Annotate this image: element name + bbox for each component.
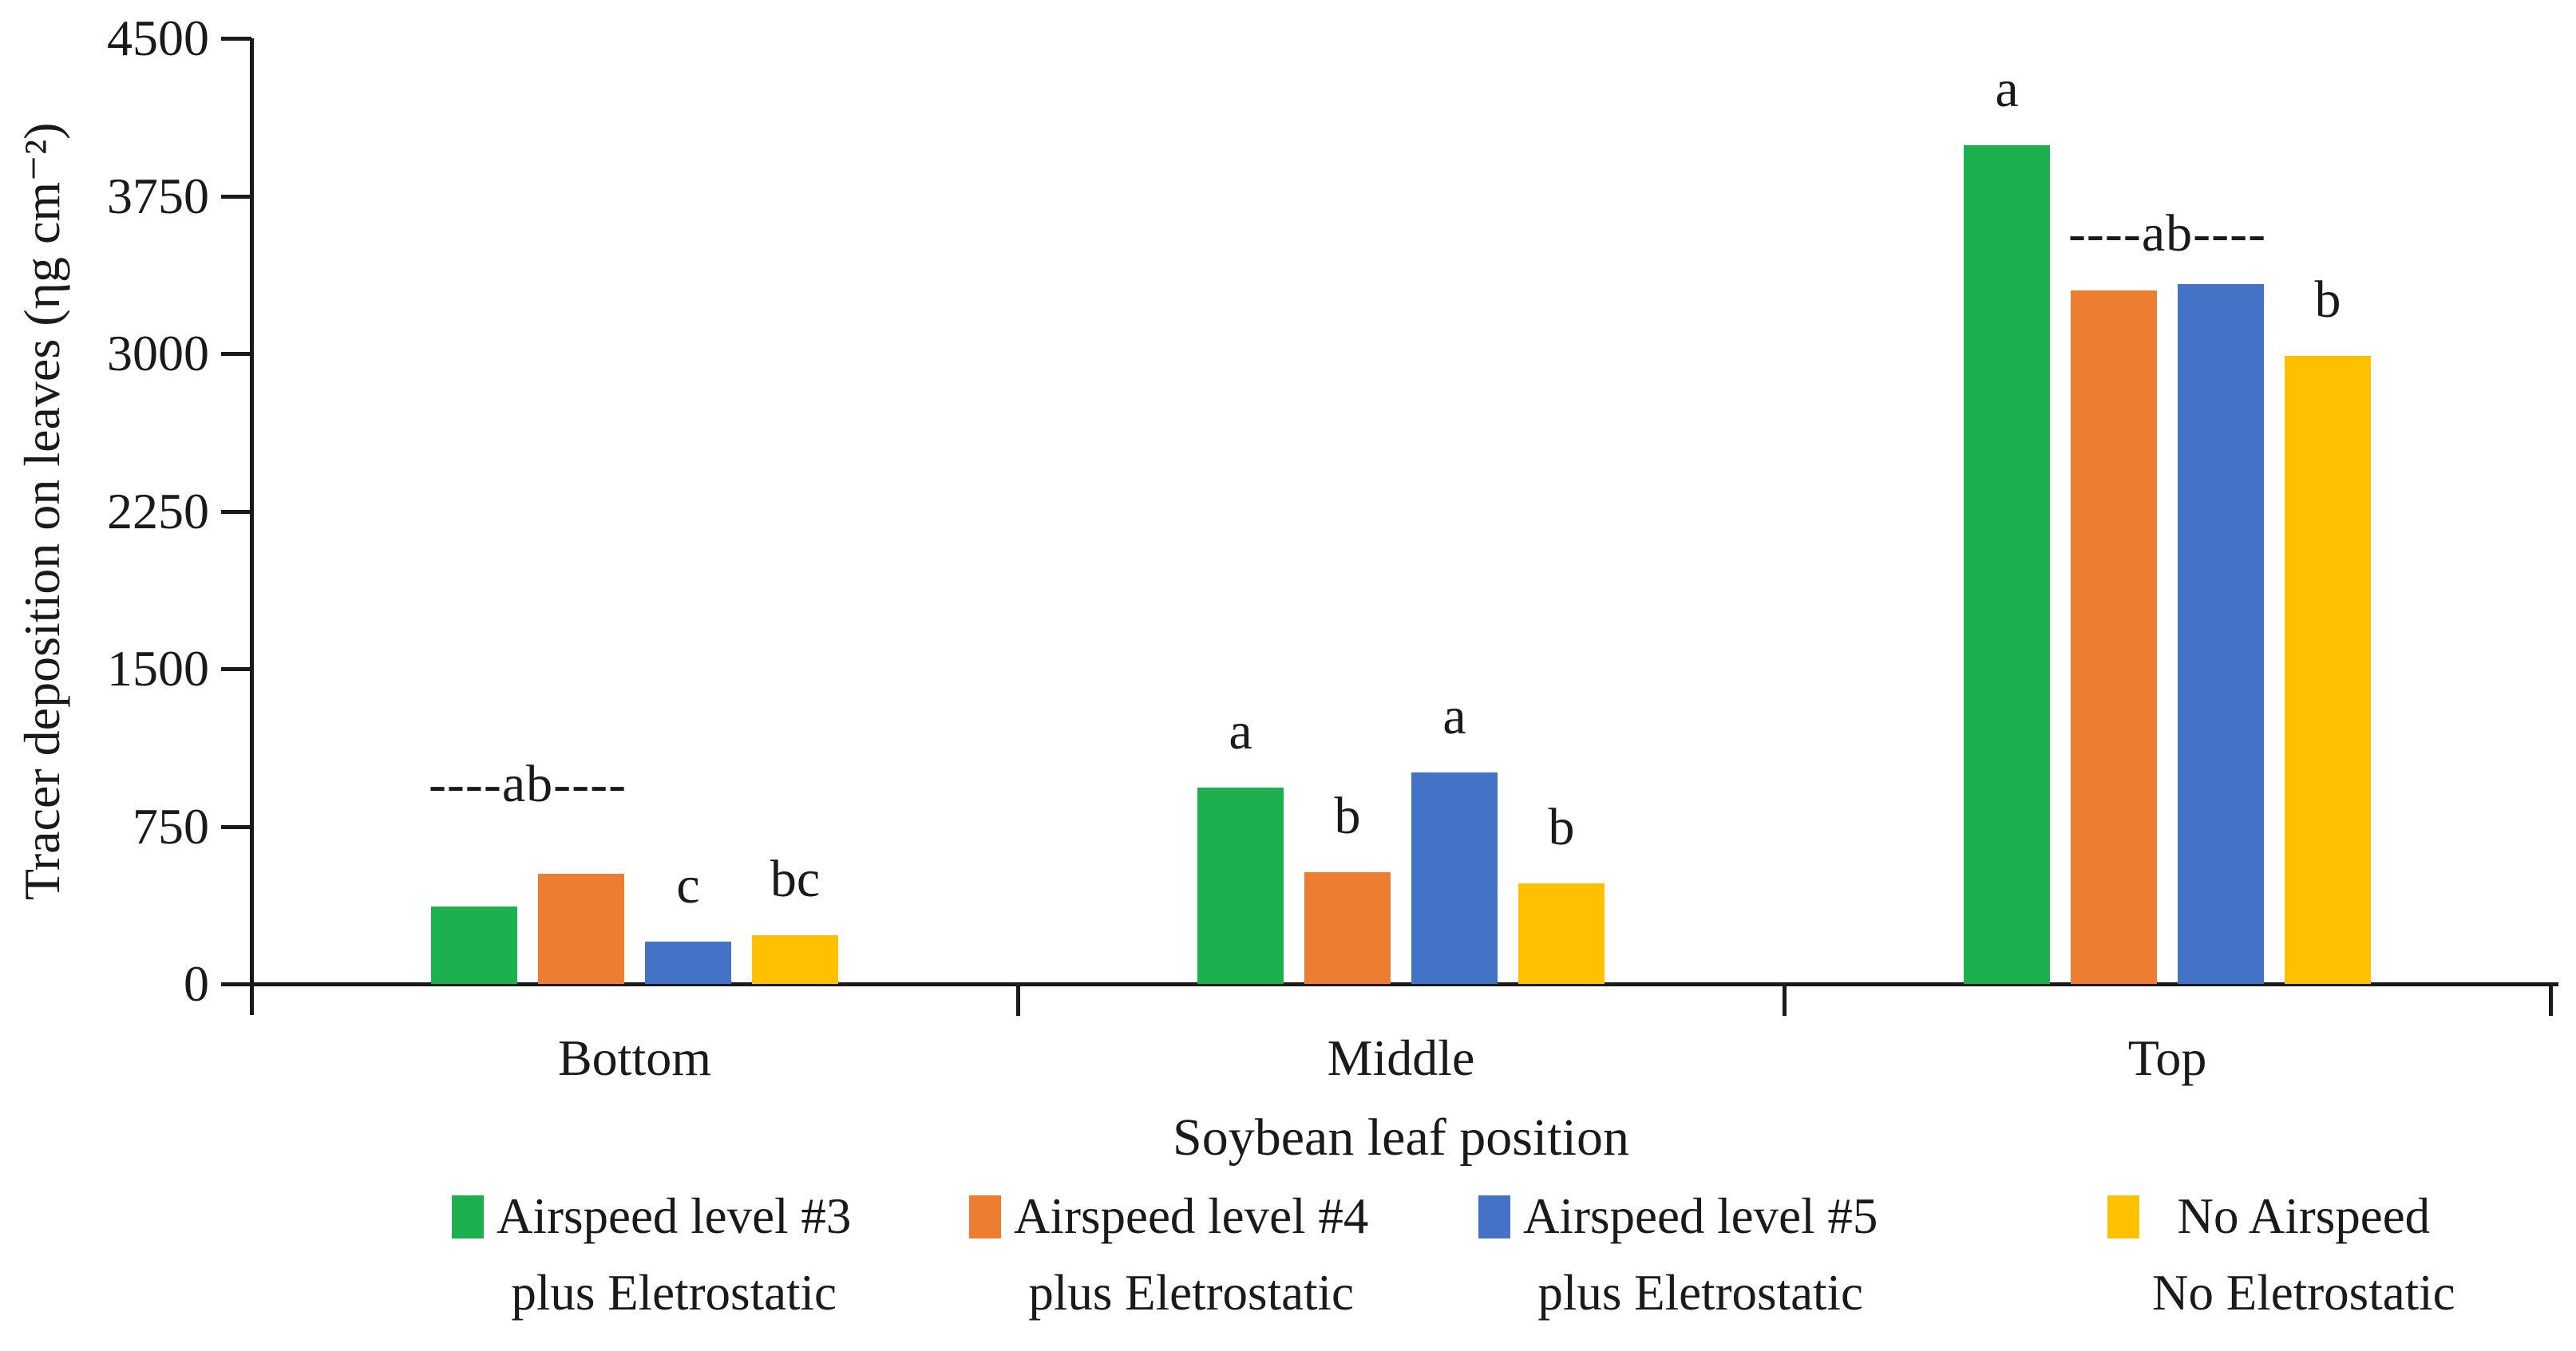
x-axis-tick <box>2549 984 2553 1016</box>
x-axis-category-label: Top <box>2127 1029 2207 1086</box>
significance-letter: a <box>1229 701 1252 760</box>
significance-span-label: ----ab---- <box>2068 203 2267 263</box>
legend-label: Airspeed level #4 plus Eletrostatic <box>1014 1178 1368 1331</box>
significance-letter: b <box>1548 797 1575 856</box>
legend-swatch-orange <box>969 1195 1001 1238</box>
bar-middle-series-2 <box>1304 872 1391 984</box>
legend-swatch-blue <box>1478 1195 1510 1238</box>
y-axis-tick <box>221 194 251 199</box>
bar-bottom-series-1 <box>431 906 517 984</box>
y-axis-tick <box>221 982 251 986</box>
y-axis-tick <box>221 667 251 671</box>
y-axis-tick-label: 2250 <box>107 482 209 539</box>
bar-bottom-series-3 <box>645 942 731 984</box>
y-axis-tick-label: 4500 <box>107 10 209 66</box>
legend-label-line2: No Eletrostatic <box>2152 1265 2455 1321</box>
legend-label: Airspeed level #3 plus Eletrostatic <box>497 1178 851 1331</box>
x-axis-title: Soybean leaf position <box>1173 1108 1629 1167</box>
significance-letter: b <box>1334 787 1361 846</box>
bar-middle-series-3 <box>1411 772 1498 984</box>
y-axis-tick-label: 0 <box>184 955 209 1012</box>
y-axis-tick-label: 3750 <box>107 167 209 224</box>
y-axis-line <box>250 38 254 1015</box>
y-axis-tick-label: 3000 <box>107 325 209 381</box>
y-axis-tick <box>221 824 251 829</box>
y-axis-tick-label: 1500 <box>107 640 209 697</box>
significance-letter: a <box>1995 60 2019 119</box>
legend-item-airspeed-4: Airspeed level #4 plus Eletrostatic <box>969 1178 1368 1331</box>
significance-letter: bc <box>770 850 821 909</box>
bar-middle-series-1 <box>1197 787 1284 984</box>
legend-label-line2: plus Eletrostatic <box>511 1265 837 1321</box>
y-axis-tick <box>221 352 251 356</box>
bar-bottom-series-2 <box>538 873 624 984</box>
significance-span-label: ----ab---- <box>428 754 627 813</box>
bar-top-series-4 <box>2285 355 2371 984</box>
y-axis-tick-label: 750 <box>133 797 209 855</box>
x-axis-category-label: Middle <box>1327 1029 1475 1086</box>
bar-top-series-1 <box>1964 145 2050 984</box>
bar-top-series-3 <box>2178 284 2264 984</box>
legend-label: Airspeed level #5 plus Eletrostatic <box>1523 1178 1878 1331</box>
legend: Airspeed level #3 plus Eletrostatic Airsp… <box>0 1178 2576 1345</box>
bar-top-series-2 <box>2071 290 2157 984</box>
legend-swatch-green <box>452 1195 484 1238</box>
legend-label-line1: No Airspeed <box>2177 1188 2431 1244</box>
bar-middle-series-4 <box>1518 883 1605 984</box>
x-axis-category-label: Bottom <box>557 1029 712 1086</box>
y-axis-tick <box>221 37 251 41</box>
significance-letter: b <box>2314 270 2341 329</box>
legend-label-line1: Airspeed level #5 <box>1523 1188 1878 1244</box>
legend-label: No Airspeed No Eletrostatic <box>2152 1178 2455 1331</box>
legend-item-airspeed-5: Airspeed level #5 plus Eletrostatic <box>1478 1178 1878 1331</box>
legend-swatch-yellow <box>2107 1195 2139 1238</box>
x-axis-tick <box>1016 984 1020 1016</box>
significance-letter: c <box>676 856 700 915</box>
y-axis-tick <box>221 509 251 514</box>
legend-label-line1: Airspeed level #3 <box>497 1188 852 1244</box>
legend-item-airspeed-3: Airspeed level #3 plus Eletrostatic <box>452 1178 851 1331</box>
x-axis-tick <box>1783 984 1787 1016</box>
significance-letter: a <box>1442 687 1466 746</box>
legend-item-no-airspeed: No Airspeed No Eletrostatic <box>2107 1178 2455 1331</box>
legend-label-line2: plus Eletrostatic <box>1028 1265 1354 1321</box>
bar-bottom-series-4 <box>752 935 838 984</box>
legend-label-line1: Airspeed level #4 <box>1014 1188 1369 1244</box>
legend-label-line2: plus Eletrostatic <box>1537 1265 1863 1321</box>
x-axis-line <box>231 982 2558 986</box>
